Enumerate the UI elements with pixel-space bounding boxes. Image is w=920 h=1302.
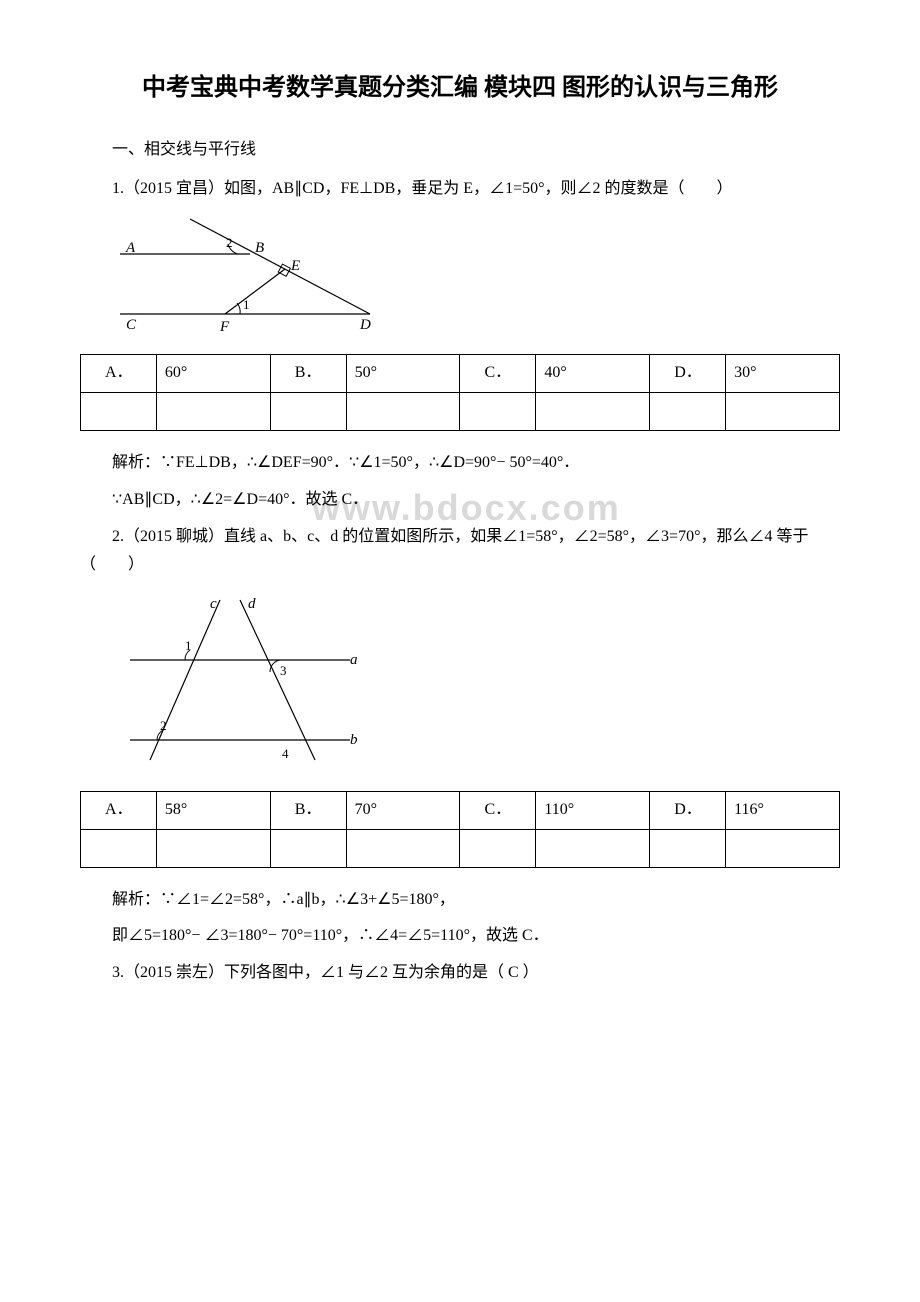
opt2-b-value: 70° — [346, 791, 460, 829]
opt2-a-value: 58° — [156, 791, 270, 829]
svg-text:1: 1 — [243, 297, 250, 312]
q2-options-table: A． 58° B． 70° C． 110° D． 116° — [80, 791, 840, 868]
q3-stem: 3.（2015 崇左）下列各图中，∠1 与∠2 互为余角的是（ C ） — [80, 959, 840, 988]
q1-sol2-text: ∵AB∥CD，∴∠2=∠D=40°．故选 C． — [112, 491, 368, 508]
opt2-d-value: 116° — [726, 791, 840, 829]
q1-diagram: A B E C F D 2 1 — [110, 214, 840, 345]
opt2-c-label: C． — [460, 791, 536, 829]
opt-c-value: 40° — [536, 355, 650, 393]
opt2-b-label: B． — [270, 791, 346, 829]
section-heading: 一、相交线与平行线 — [80, 136, 840, 165]
svg-text:c: c — [210, 596, 217, 612]
svg-text:b: b — [350, 732, 358, 748]
svg-text:B: B — [255, 240, 264, 256]
opt-a-value: 60° — [156, 355, 270, 393]
q1-stem: 1.（2015 宜昌）如图，AB∥CD，FE⊥DB，垂足为 E，∠1=50°，则… — [80, 175, 840, 204]
opt-a-label: A． — [81, 355, 157, 393]
svg-text:A: A — [125, 240, 136, 256]
svg-text:E: E — [290, 258, 300, 274]
svg-text:2: 2 — [226, 235, 233, 250]
svg-text:a: a — [350, 652, 358, 668]
opt2-c-value: 110° — [536, 791, 650, 829]
opt2-d-label: D． — [650, 791, 726, 829]
svg-text:1: 1 — [185, 638, 192, 653]
opt-c-label: C． — [460, 355, 536, 393]
svg-text:D: D — [359, 317, 371, 333]
opt-b-label: B． — [270, 355, 346, 393]
svg-text:C: C — [126, 317, 137, 333]
opt-d-value: 30° — [726, 355, 840, 393]
svg-text:d: d — [248, 596, 256, 612]
svg-text:2: 2 — [160, 718, 167, 733]
q1-options-table: A． 60° B． 50° C． 40° D． 30° — [80, 354, 840, 431]
svg-text:3: 3 — [280, 663, 287, 678]
q2-diagram: c d a b 1 2 3 4 — [110, 590, 840, 781]
svg-text:4: 4 — [282, 746, 289, 761]
page-title: 中考宝典中考数学真题分类汇编 模块四 图形的认识与三角形 — [80, 70, 840, 106]
svg-text:F: F — [219, 319, 230, 334]
q2-stem: 2.（2015 聊城）直线 a、b、c、d 的位置如图所示，如果∠1=58°，∠… — [80, 523, 840, 581]
q2-solution-1: 解析：∵∠1=∠2=58°，∴a∥b，∴∠3+∠5=180°， — [80, 886, 840, 915]
opt-b-value: 50° — [346, 355, 460, 393]
q1-solution-1: 解析：∵FE⊥DB，∴∠DEF=90°．∵∠1=50°，∴∠D=90°− 50°… — [80, 449, 840, 478]
opt-d-label: D． — [650, 355, 726, 393]
opt2-a-label: A． — [81, 791, 157, 829]
q1-solution-2: ∵AB∥CD，∴∠2=∠D=40°．故选 C． www.bdocx.com — [80, 486, 840, 515]
q2-solution-2: 即∠5=180°− ∠3=180°− 70°=110°，∴∠4=∠5=110°，… — [80, 922, 840, 951]
